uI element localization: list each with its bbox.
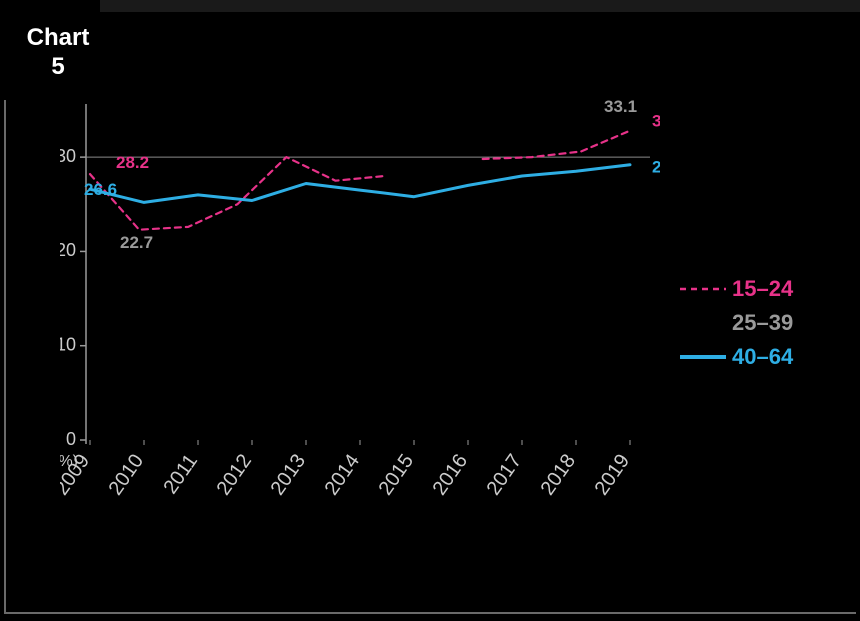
svg-text:28.2: 28.2 <box>116 153 149 172</box>
chart-svg: 0102030(%)200920102011201220132014201520… <box>60 100 660 530</box>
svg-text:20: 20 <box>60 240 76 260</box>
line-chart: 0102030(%)200920102011201220132014201520… <box>60 100 660 520</box>
svg-text:2014: 2014 <box>321 450 365 499</box>
legend-item-15-24: 15–24 <box>680 272 793 306</box>
frame-border-left <box>4 100 6 612</box>
svg-text:33.1: 33.1 <box>604 100 637 116</box>
legend-swatch-40-64 <box>680 346 726 368</box>
frame-border-bottom <box>4 612 856 614</box>
top-bar-strip <box>100 0 860 12</box>
svg-text:2011: 2011 <box>159 450 202 498</box>
svg-text:2017: 2017 <box>483 450 527 499</box>
svg-text:2016: 2016 <box>429 450 473 499</box>
legend-item-40-64: 40–64 <box>680 340 793 374</box>
legend-swatch-25-39 <box>680 312 726 334</box>
svg-text:2012: 2012 <box>213 450 257 499</box>
svg-text:2018: 2018 <box>537 450 581 499</box>
legend-item-25-39: 25–39 <box>680 306 793 340</box>
legend-swatch-15-24 <box>680 278 726 300</box>
legend-label: 40–64 <box>732 344 793 370</box>
svg-text:2015: 2015 <box>375 450 419 499</box>
svg-text:26.6: 26.6 <box>84 180 117 199</box>
svg-text:0: 0 <box>66 429 76 449</box>
chart-title-line1: Chart <box>18 24 98 53</box>
svg-text:32.8: 32.8 <box>652 112 660 131</box>
svg-text:22.7: 22.7 <box>120 233 153 252</box>
svg-text:2019: 2019 <box>591 450 635 499</box>
chart-title: Chart 5 <box>18 24 98 82</box>
svg-text:30: 30 <box>60 146 76 166</box>
legend-label: 25–39 <box>732 310 793 336</box>
svg-text:10: 10 <box>60 334 76 354</box>
svg-text:29.2: 29.2 <box>652 158 660 177</box>
svg-text:2010: 2010 <box>105 450 149 499</box>
legend-label: 15–24 <box>732 276 793 302</box>
chart-title-line2: 5 <box>18 53 98 82</box>
svg-text:2013: 2013 <box>267 450 311 499</box>
chart-legend: 15–24 25–39 40–64 <box>680 272 793 374</box>
